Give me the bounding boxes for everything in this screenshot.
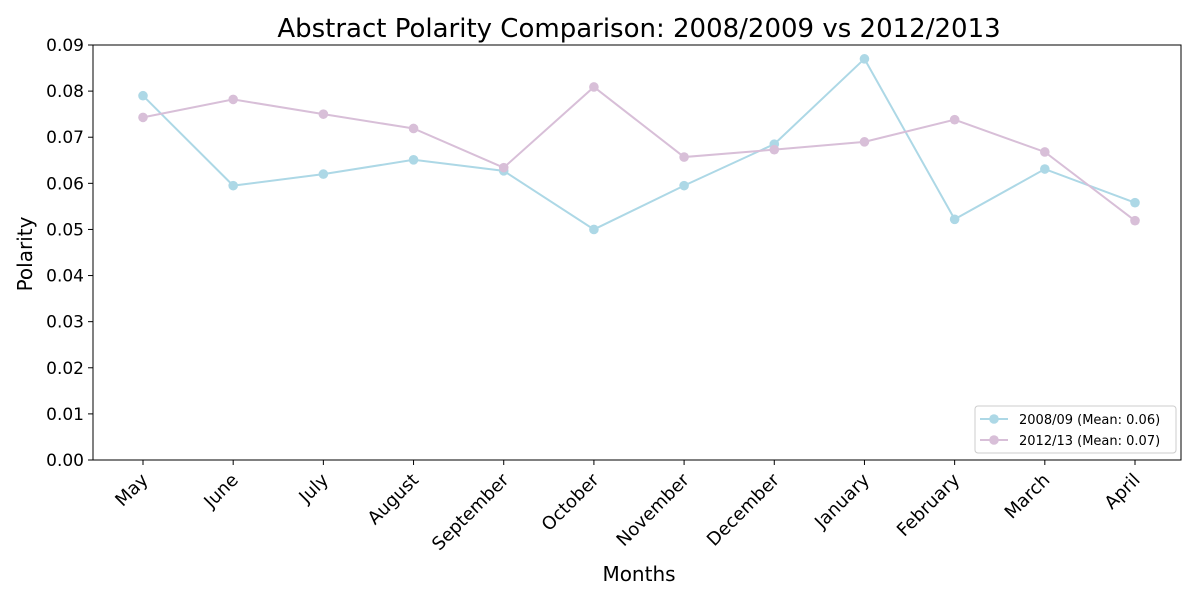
legend-label: 2008/09 (Mean: 0.06) (1019, 413, 1160, 428)
series-2 (138, 82, 1140, 226)
data-point (318, 109, 329, 119)
data-point (408, 123, 419, 134)
series-line (142, 85, 1136, 222)
data-point (228, 180, 238, 191)
data-point (859, 137, 870, 147)
data-point (949, 114, 960, 125)
legend-box (974, 405, 1177, 454)
data-point (1040, 164, 1050, 174)
y-tick-label: 0.07 (46, 128, 84, 148)
data-point (408, 155, 419, 165)
y-tick-label: 0.00 (46, 451, 84, 471)
data-point (949, 214, 960, 225)
x-axis-label: Months (602, 562, 675, 586)
data-point (589, 82, 599, 92)
data-point (1130, 215, 1140, 226)
legend-entry: 2012/13 (Mean: 0.07) (980, 434, 1160, 449)
data-point (1040, 147, 1050, 157)
series-line (142, 57, 1136, 231)
data-point (1130, 197, 1140, 208)
data-point (769, 144, 780, 155)
legend-marker (989, 435, 999, 445)
y-tick-label: 0.05 (46, 220, 84, 240)
plot-area (138, 54, 1140, 235)
data-point (679, 152, 689, 162)
y-tick-label: 0.06 (46, 174, 84, 194)
data-point (228, 94, 238, 105)
data-point (589, 224, 599, 235)
legend-marker (989, 414, 999, 424)
data-point (859, 54, 870, 64)
y-tick-label: 0.08 (46, 82, 84, 102)
y-tick-label: 0.01 (46, 405, 84, 425)
y-tick-label: 0.04 (46, 267, 84, 287)
legend-entry: 2008/09 (Mean: 0.06) (980, 413, 1160, 428)
data-point (318, 169, 329, 179)
y-tick-label: 0.09 (46, 36, 84, 56)
data-point (498, 162, 509, 173)
data-point (138, 90, 148, 101)
chart-title: Abstract Polarity Comparison: 2008/2009 … (277, 14, 1000, 44)
legend: 2008/09 (Mean: 0.06) 2012/13 (Mean: 0.07) (974, 405, 1177, 454)
y-axis: 0.00 0.01 0.02 0.03 0.04 0.05 0.06 0.07 0.08 0.09 (46, 36, 93, 471)
data-point (138, 112, 148, 123)
data-point (679, 180, 689, 191)
y-tick-label: 0.02 (46, 359, 84, 379)
y-axis-label: Polarity (13, 216, 37, 291)
plot-frame (92, 44, 1182, 461)
y-tick-label: 0.03 (46, 313, 84, 333)
legend-label: 2012/13 (Mean: 0.07) (1019, 434, 1160, 449)
